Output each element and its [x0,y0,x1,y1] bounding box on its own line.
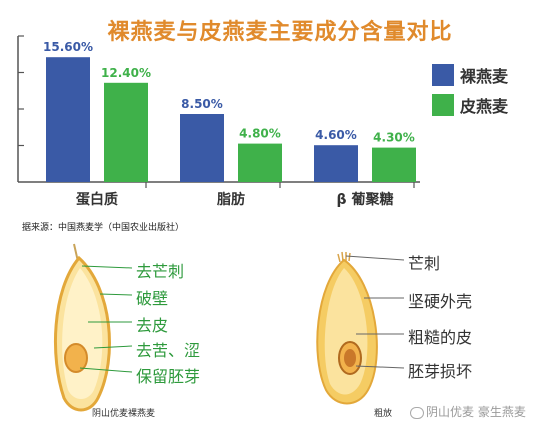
legend-label-naked-oat: 裸燕麦 [460,67,509,86]
legend-item-hulled-oat: 皮燕麦 [432,92,508,118]
data-label-2-0: 4.60% [315,128,357,142]
chart-title: 裸燕麦与皮燕麦主要成分含量对比 [107,20,453,45]
annotation-awn: 芒刺 [408,254,441,273]
annotation-remove-bitterness: 去苦、涩 [136,341,201,360]
legend-label-hulled-oat: 皮燕麦 [460,97,509,116]
data-source-note: 据来源：中国燕麦学（中国农业出版社） [22,223,185,233]
annotation-keep-germ: 保留胚芽 [136,367,201,386]
data-label-0-0: 15.60% [43,40,93,54]
data-label-1-1: 4.80% [239,127,281,141]
watermark-text: 阴山优麦 豪生燕麦 [426,405,526,419]
naked-oat-grain-panel: 去芒刺 破壁 去皮 去苦、涩 保留胚芽 阴山优麦裸燕麦 [0,238,280,428]
bar-2-1 [372,147,416,182]
annotation-remove-awn: 去芒刺 [136,262,185,281]
annotation-break-wall: 破壁 [136,289,169,308]
right-panel-caption: 粗放 [374,409,393,419]
chart-legend: 裸燕麦 皮燕麦 [432,62,508,122]
legend-item-naked-oat: 裸燕麦 [432,62,508,88]
data-label-0-1: 12.40% [101,66,151,80]
naked-oat-grain-illustration [53,243,133,412]
legend-swatch-hulled-oat [432,94,454,116]
bar-0-0 [46,57,90,183]
data-label-2-1: 4.30% [373,131,415,145]
annotation-remove-husk: 去皮 [136,316,169,335]
bar-1-1 [238,143,282,182]
bar-1-0 [180,114,224,182]
bar-0-1 [104,82,148,182]
watermark: 阴山优麦 豪生燕麦 [410,403,526,420]
category-label-1: 脂肪 [216,191,245,208]
category-label-2: β 葡聚糖 [337,191,394,208]
bar-chart: 15.60% 12.40% 蛋白质 8.50% 4.80% 脂肪 4.60% 4.30% β 葡… [17,35,420,208]
left-panel-caption: 阴山优麦裸燕麦 [92,409,156,419]
annotation-damaged-germ: 胚芽损坏 [408,362,473,381]
annotation-hard-shell: 坚硬外壳 [408,292,473,311]
bar-2-0 [314,145,358,182]
hulled-oat-grain-illustration [316,251,405,405]
data-label-1-0: 8.50% [181,97,223,111]
wechat-icon [410,406,424,419]
annotation-rough-skin: 粗糙的皮 [408,328,473,347]
legend-swatch-naked-oat [432,64,454,86]
category-label-0: 蛋白质 [76,191,118,208]
hulled-oat-grain-panel: 芒刺 坚硬外壳 粗糙的皮 胚芽损坏 粗放 [280,238,560,428]
